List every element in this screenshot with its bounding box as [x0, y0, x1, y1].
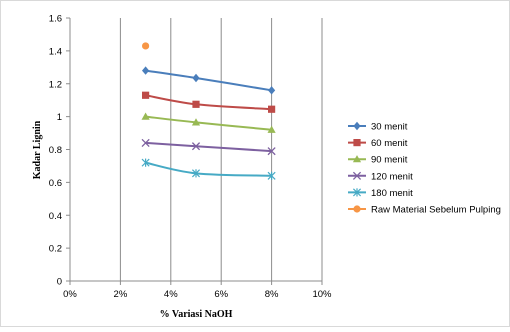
series-120-menit [141, 138, 276, 156]
data-point [142, 42, 150, 50]
legend-label: 120 menit [371, 171, 413, 182]
data-point [141, 112, 150, 120]
legend-label: 30 menit [371, 122, 408, 133]
x-tick-label: 2% [114, 289, 128, 300]
data-point [267, 147, 276, 156]
data-point [268, 86, 276, 95]
legend-swatch-marker [352, 155, 362, 163]
y-tick-label: 0.8 [49, 145, 62, 156]
legend-label: 180 menit [371, 188, 413, 199]
x-tick-label: 8% [265, 289, 279, 300]
data-point [142, 91, 150, 99]
legend-item-60-menit: 60 menit [348, 138, 408, 149]
y-tick-label: 1.6 [49, 14, 62, 25]
y-tick-label: 1.4 [49, 46, 62, 57]
x-tick-label: 0% [63, 289, 77, 300]
data-point [142, 66, 150, 75]
data-point [192, 100, 200, 108]
legend-label: 90 menit [371, 155, 408, 166]
legend-swatch-marker [352, 188, 362, 197]
legend-swatch-marker [352, 171, 362, 180]
y-tick-label: 0.4 [49, 211, 62, 222]
legend-item-120-menit: 120 menit [348, 171, 413, 182]
axes: 0 0.2 0.4 0.6 0.8 1 1.2 1.4 1.6 0% 2% 4% 6% 8% 10% [49, 14, 332, 301]
series-90-menit [141, 112, 276, 133]
series-180-menit [141, 158, 276, 180]
data-point [141, 138, 150, 147]
data-point [267, 171, 276, 180]
legend: 30 menit 60 menit 90 menit 120 menit 180 men… [348, 122, 501, 216]
legend-swatch-marker [353, 205, 361, 213]
series [141, 42, 276, 180]
data-point [191, 118, 201, 126]
legend-swatch-marker [353, 139, 361, 147]
y-tick-label: 0.6 [49, 178, 62, 189]
data-point [141, 158, 150, 167]
x-tick-label: 4% [164, 289, 178, 300]
series-raw-material-sebelum-pulping [142, 42, 150, 50]
y-tick-label: 0 [57, 277, 62, 288]
legend-label: 60 menit [371, 138, 408, 149]
data-point [191, 169, 201, 178]
legend-item-90-menit: 90 menit [348, 155, 408, 166]
legend-label: Raw Material Sebelum Pulping [371, 205, 501, 216]
y-tick-label: 1.2 [49, 79, 62, 90]
grid [119, 18, 323, 281]
data-point [267, 125, 276, 133]
y-tick-label: 0.2 [49, 244, 62, 255]
series-60-menit [142, 91, 276, 113]
x-axis-title: % Variasi NaOH [160, 309, 233, 320]
data-point [191, 142, 201, 151]
x-tick-label: 6% [214, 289, 228, 300]
series-30-menit [142, 66, 276, 95]
legend-item-30-menit: 30 menit [348, 122, 408, 133]
legend-item-raw-material-sebelum-pulping: Raw Material Sebelum Pulping [348, 205, 501, 216]
data-point [268, 105, 276, 113]
x-tick-label: 10% [312, 289, 332, 300]
y-tick-label: 1 [57, 112, 62, 123]
legend-item-180-menit: 180 menit [348, 188, 413, 199]
legend-swatch-marker [353, 121, 361, 131]
data-point [192, 73, 200, 83]
y-axis-title: Kadar Lignin [32, 120, 43, 179]
